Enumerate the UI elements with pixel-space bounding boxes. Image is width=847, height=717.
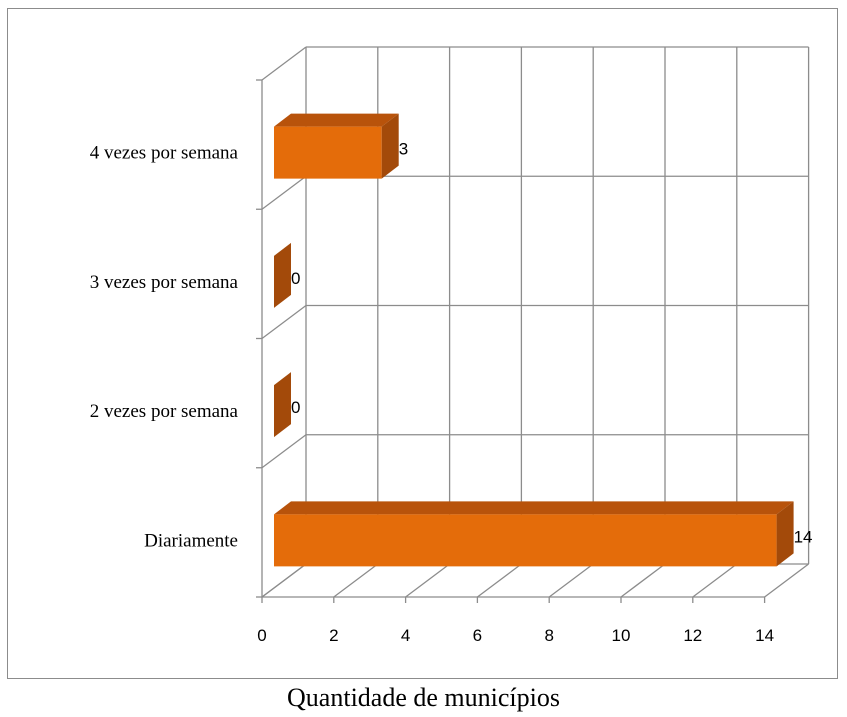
bars xyxy=(274,113,794,567)
x-tick-label: 0 xyxy=(257,626,266,645)
data-label: 14 xyxy=(794,527,813,546)
x-tick-label: 4 xyxy=(401,626,410,645)
floor-gridline xyxy=(477,563,522,598)
data-label: 0 xyxy=(291,398,300,417)
bar-side xyxy=(776,501,794,567)
labels: 0 2 4 6 8 10 12 14 14 Diariamente 0 2 vezes por sem… xyxy=(90,140,813,645)
floor-gridline xyxy=(333,563,379,598)
floor-gridline xyxy=(764,563,809,598)
bar xyxy=(274,501,794,567)
bar-side xyxy=(274,242,291,308)
bar-top xyxy=(274,113,399,127)
bar-side xyxy=(274,372,291,438)
x-tick-label: 10 xyxy=(612,626,631,645)
x-tick-label: 2 xyxy=(329,626,338,645)
category-label: 3 vezes por semana xyxy=(90,272,239,293)
data-label: 0 xyxy=(291,269,300,288)
x-tick-label: 14 xyxy=(755,626,774,645)
side-wall-line xyxy=(261,46,307,81)
category-label: 2 vezes por semana xyxy=(90,401,239,422)
bar-top xyxy=(274,501,794,515)
bar-side xyxy=(381,113,399,179)
x-axis-title: Quantidade de municípios xyxy=(287,683,560,712)
bar xyxy=(274,372,291,438)
bar-front xyxy=(274,126,382,179)
x-tick-label: 8 xyxy=(544,626,553,645)
floor-gridline xyxy=(405,563,450,598)
floor-gridline xyxy=(620,563,666,598)
bar-front xyxy=(274,514,777,567)
side-wall-line xyxy=(261,175,307,210)
bar xyxy=(274,242,291,308)
category-label: Diariamente xyxy=(144,530,238,551)
side-wall-line xyxy=(261,304,307,340)
floor-gridline xyxy=(548,563,594,598)
chart-frame xyxy=(7,8,838,679)
category-label: 4 vezes por semana xyxy=(90,143,239,164)
bar xyxy=(274,113,399,179)
x-tick-label: 12 xyxy=(683,626,702,645)
x-tick-label: 6 xyxy=(473,626,482,645)
side-wall-line xyxy=(261,563,307,598)
data-label: 3 xyxy=(399,140,408,159)
side-wall-line xyxy=(261,434,307,469)
floor-gridline xyxy=(692,563,738,598)
